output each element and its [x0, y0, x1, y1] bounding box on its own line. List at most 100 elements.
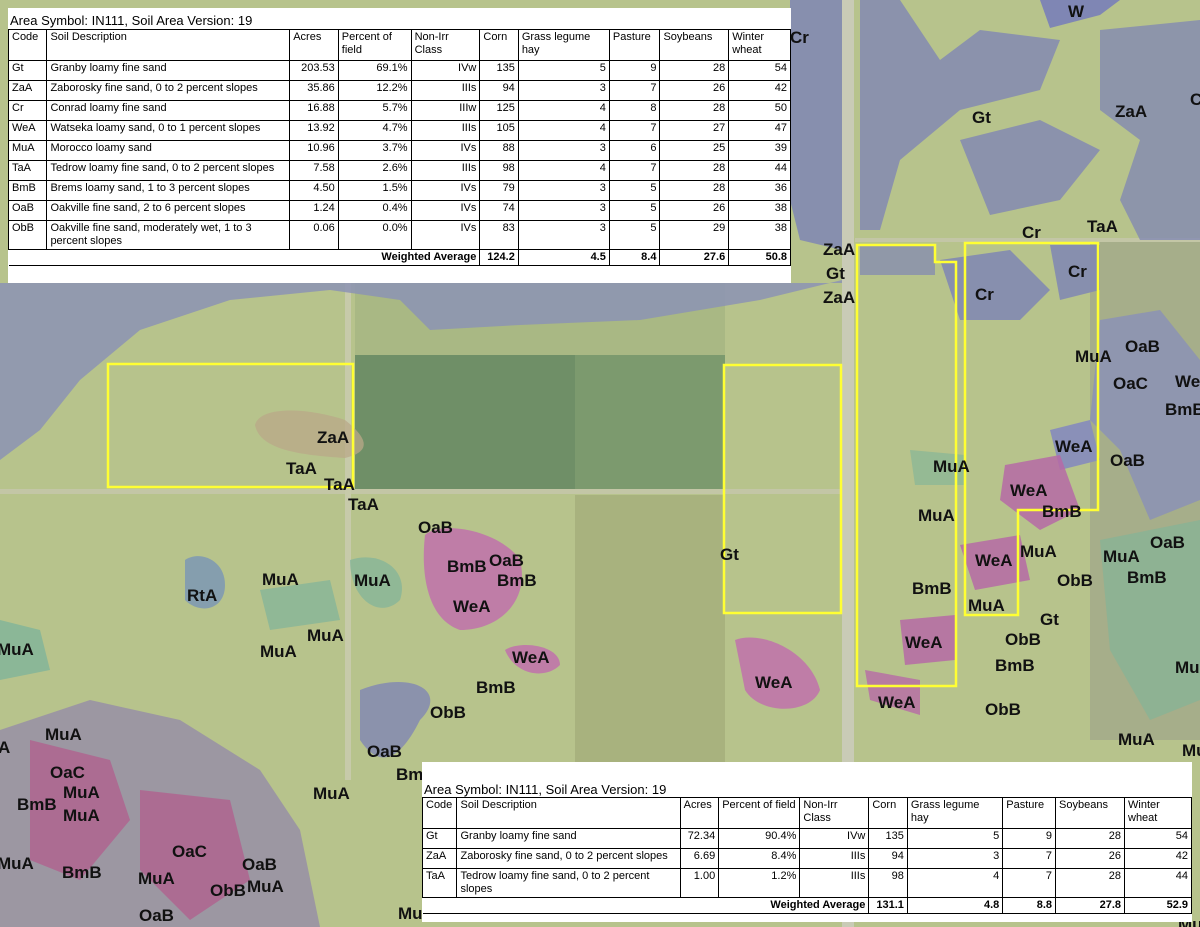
cell-wheat: 36: [728, 180, 791, 201]
cell-soy: 25: [659, 140, 730, 161]
cell-wheat: 44: [728, 160, 791, 181]
cell-pasture: 7: [1002, 848, 1057, 869]
map-label-mua: MuA: [1075, 347, 1112, 366]
field-dark-1: [355, 355, 575, 490]
cell-acres: 72.34: [679, 828, 720, 849]
boundary-narrow[interactable]: [855, 243, 958, 688]
map-label-bmb: BmB: [1165, 400, 1200, 419]
cell-pct: 1.2%: [718, 868, 801, 898]
cell-wheat: 38: [728, 220, 791, 250]
cell-pct: 0.4%: [337, 200, 412, 221]
cell-corn: 88: [479, 140, 519, 161]
wea-polygon-sw: [865, 670, 920, 715]
map-label-bmb: BmB: [17, 795, 57, 814]
mua-polygon-east: [1100, 520, 1200, 720]
weighted-average-row: Weighted Average 124.2 4.5 8.4 27.6 50.8: [8, 249, 791, 266]
map-label-zaa: ZaA: [1115, 102, 1147, 121]
weighted-average-label: Weighted Average: [422, 897, 869, 914]
mua-polygon-field: [910, 450, 965, 485]
weighted-hay: 4.8: [906, 897, 1004, 914]
cell-hay: 3: [906, 848, 1004, 869]
boundary-east[interactable]: [963, 241, 1100, 617]
col-header: Acres: [289, 29, 339, 61]
cell-acres: 7.58: [289, 160, 339, 181]
cell-code: Cr: [7, 100, 48, 121]
table-header-row: Code Soil Description Acres Percent of f…: [7, 29, 791, 61]
cr-polygon-east: [1100, 20, 1200, 240]
road-west: [345, 280, 351, 780]
cell-corn: 105: [479, 120, 519, 141]
cell-acres: 13.92: [289, 120, 339, 141]
cell-hay: 3: [517, 200, 610, 221]
cell-acres: 203.53: [289, 60, 339, 81]
map-label-cr: Cr: [790, 28, 809, 47]
cell-code: ObB: [7, 220, 48, 250]
weighted-corn: 124.2: [479, 249, 519, 266]
cell-desc: Zaborosky fine sand, 0 to 2 percent slop…: [46, 80, 291, 101]
map-label-mua: MuA: [260, 642, 297, 661]
map-label-oab: OaB: [242, 855, 277, 874]
table-row: BmB Brems loamy sand, 1 to 3 percent slop…: [7, 180, 791, 201]
map-label-gt: Gt: [720, 545, 739, 564]
col-header: Acres: [679, 797, 720, 829]
map-label-cr: Cr: [975, 285, 994, 304]
col-header: Code: [7, 29, 48, 61]
weighted-pasture: 8.4: [608, 249, 661, 266]
cell-pct: 12.2%: [337, 80, 412, 101]
cell-corn: 79: [479, 180, 519, 201]
cell-pct: 1.5%: [337, 180, 412, 201]
cr-band-west: [0, 280, 842, 460]
cell-desc: Conrad loamy fine sand: [46, 100, 291, 121]
weighted-average-row: Weighted Average 131.1 4.8 8.8 27.8 52.9: [422, 897, 1192, 914]
cell-code: BmB: [7, 180, 48, 201]
boundary-center[interactable]: [722, 363, 843, 615]
cell-corn: 94: [868, 848, 908, 869]
map-label-mua: MuA: [262, 570, 299, 589]
cell-code: TaA: [7, 160, 48, 181]
table-row: ZaA Zaborosky fine sand, 0 to 2 percent s…: [421, 848, 1192, 869]
oac-polygon-2: [140, 790, 250, 920]
cell-hay: 3: [517, 140, 610, 161]
map-label-rta: RtA: [187, 586, 217, 605]
cell-cls: IVs: [410, 220, 481, 250]
map-label-oab: OaB: [367, 742, 402, 761]
table-row: WeA Watseka loamy sand, 0 to 1 percent sl…: [7, 120, 791, 141]
field-dark-2: [575, 355, 725, 490]
map-label-mu: Mu: [398, 904, 423, 923]
weighted-pasture: 8.8: [1002, 897, 1057, 914]
cell-soy: 28: [659, 160, 730, 181]
map-label-zaa: ZaA: [823, 240, 855, 259]
cell-desc: Oakville fine sand, 2 to 6 percent slope…: [46, 200, 291, 221]
table-row: Cr Conrad loamy fine sand 16.88 5.7% IIIw 125…: [7, 100, 791, 121]
cell-wheat: 42: [1124, 848, 1192, 869]
col-header: Code: [421, 797, 458, 829]
map-label-wea: WeA: [905, 633, 942, 652]
cell-hay: 4: [906, 868, 1004, 898]
col-header: Pasture: [608, 29, 661, 61]
map-label-oac: OaC: [50, 763, 85, 782]
map-label-mua: MuA: [354, 571, 391, 590]
weighted-corn: 131.1: [868, 897, 908, 914]
mua-polygon-2: [350, 557, 402, 608]
cell-wheat: 54: [1124, 828, 1192, 849]
map-label-mua: MuA: [1103, 547, 1140, 566]
boundary-west[interactable]: [106, 362, 355, 489]
table-row: ZaA Zaborosky fine sand, 0 to 2 percent s…: [7, 80, 791, 101]
map-label-we: We: [1175, 372, 1200, 391]
panel-title: Area Symbol: IN111, Soil Area Version: 1…: [10, 13, 253, 28]
cr-band-north: [790, 0, 842, 250]
cell-hay: 4: [517, 100, 610, 121]
cell-acres: 1.24: [289, 200, 339, 221]
cr-polygon-field-2: [1050, 245, 1100, 300]
cell-soy: 28: [659, 60, 730, 81]
map-label-zaa: ZaA: [823, 288, 855, 307]
col-header: Grass legume hay: [517, 29, 610, 61]
map-label-wea: WeA: [975, 551, 1012, 570]
cell-pct: 0.0%: [337, 220, 412, 250]
map-label-mua: MuA: [1182, 741, 1200, 760]
map-label-bmb: BmB: [1127, 568, 1167, 587]
cell-desc: Watseka loamy sand, 0 to 1 percent slope…: [46, 120, 291, 141]
oab-polygon-sw: [360, 681, 431, 758]
map-label-taa: TaA: [348, 495, 379, 514]
